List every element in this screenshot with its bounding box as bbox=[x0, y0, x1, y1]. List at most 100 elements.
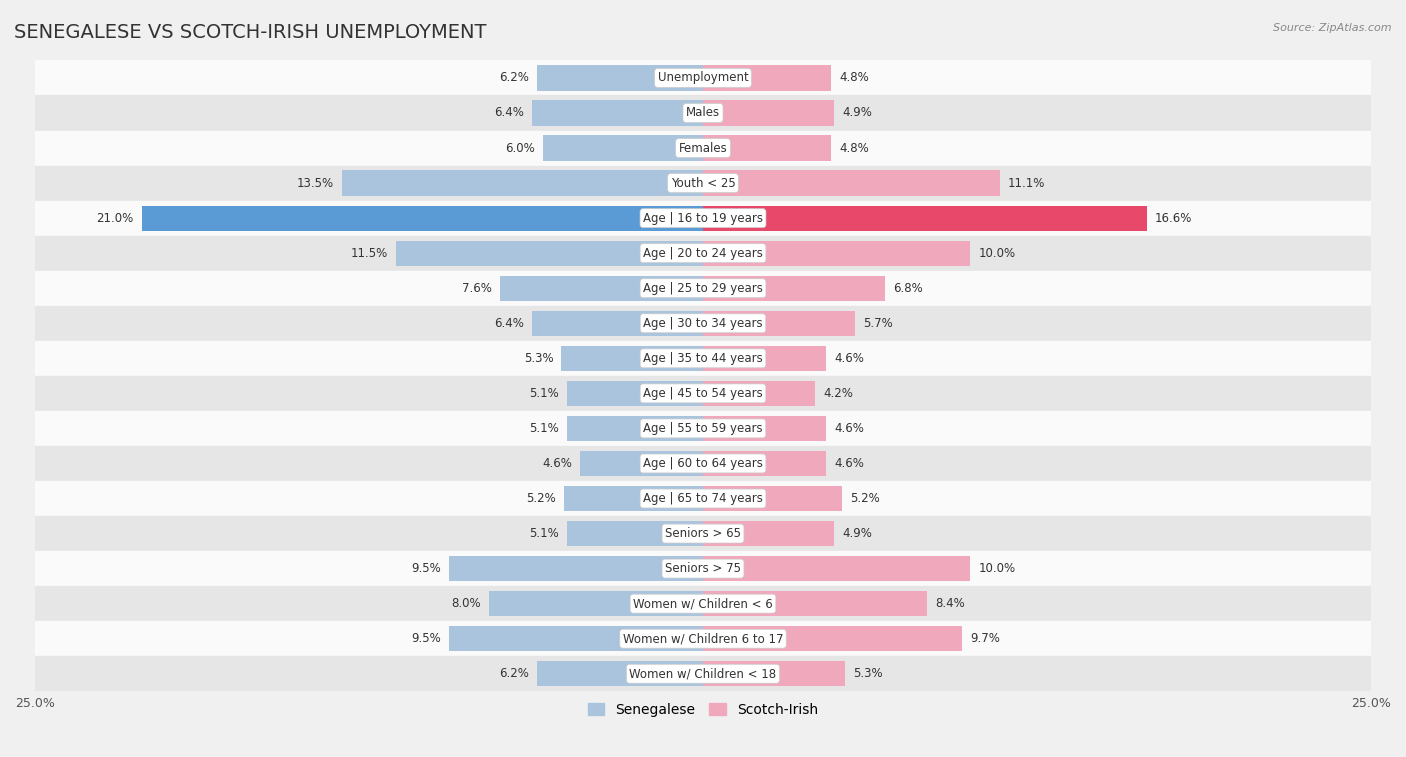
Text: 9.5%: 9.5% bbox=[412, 562, 441, 575]
Bar bbox=[703, 205, 1147, 231]
Text: 5.1%: 5.1% bbox=[529, 387, 558, 400]
Text: Age | 65 to 74 years: Age | 65 to 74 years bbox=[643, 492, 763, 505]
Text: 10.0%: 10.0% bbox=[979, 562, 1015, 575]
Text: 6.4%: 6.4% bbox=[494, 107, 524, 120]
Text: 6.2%: 6.2% bbox=[499, 667, 529, 681]
Bar bbox=[537, 661, 703, 687]
Bar bbox=[561, 346, 703, 371]
Text: 4.6%: 4.6% bbox=[834, 352, 863, 365]
Text: 4.6%: 4.6% bbox=[834, 457, 863, 470]
Bar bbox=[489, 591, 703, 616]
Bar bbox=[449, 626, 703, 651]
Bar bbox=[35, 586, 1371, 621]
Text: Males: Males bbox=[686, 107, 720, 120]
Text: Seniors > 65: Seniors > 65 bbox=[665, 527, 741, 540]
Bar bbox=[35, 341, 1371, 375]
Text: 11.1%: 11.1% bbox=[1008, 176, 1045, 189]
Bar bbox=[35, 130, 1371, 166]
Bar bbox=[35, 481, 1371, 516]
Text: Age | 55 to 59 years: Age | 55 to 59 years bbox=[643, 422, 763, 435]
Bar bbox=[703, 661, 845, 687]
Text: 10.0%: 10.0% bbox=[979, 247, 1015, 260]
Text: 4.9%: 4.9% bbox=[842, 107, 872, 120]
Text: 11.5%: 11.5% bbox=[350, 247, 388, 260]
Bar bbox=[531, 101, 703, 126]
Text: Women w/ Children < 18: Women w/ Children < 18 bbox=[630, 667, 776, 681]
Text: 5.3%: 5.3% bbox=[852, 667, 883, 681]
Bar bbox=[142, 205, 703, 231]
Text: 5.2%: 5.2% bbox=[526, 492, 555, 505]
Text: 5.2%: 5.2% bbox=[851, 492, 880, 505]
Text: 16.6%: 16.6% bbox=[1154, 212, 1192, 225]
Bar bbox=[449, 556, 703, 581]
Text: 5.1%: 5.1% bbox=[529, 527, 558, 540]
Bar bbox=[35, 551, 1371, 586]
Text: 6.8%: 6.8% bbox=[893, 282, 922, 294]
Bar bbox=[703, 556, 970, 581]
Bar bbox=[537, 65, 703, 91]
Bar bbox=[703, 451, 825, 476]
Bar bbox=[567, 521, 703, 546]
Bar bbox=[35, 516, 1371, 551]
Legend: Senegalese, Scotch-Irish: Senegalese, Scotch-Irish bbox=[582, 697, 824, 722]
Bar bbox=[342, 170, 703, 196]
Bar bbox=[35, 166, 1371, 201]
Bar bbox=[703, 65, 831, 91]
Text: Unemployment: Unemployment bbox=[658, 71, 748, 85]
Text: 13.5%: 13.5% bbox=[297, 176, 335, 189]
Text: Age | 25 to 29 years: Age | 25 to 29 years bbox=[643, 282, 763, 294]
Text: Females: Females bbox=[679, 142, 727, 154]
Bar bbox=[35, 61, 1371, 95]
Bar bbox=[567, 381, 703, 406]
Bar bbox=[703, 486, 842, 511]
Bar bbox=[395, 241, 703, 266]
Text: 4.8%: 4.8% bbox=[839, 71, 869, 85]
Bar bbox=[501, 276, 703, 301]
Bar bbox=[564, 486, 703, 511]
Bar bbox=[703, 416, 825, 441]
Text: Women w/ Children 6 to 17: Women w/ Children 6 to 17 bbox=[623, 632, 783, 645]
Bar bbox=[703, 136, 831, 160]
Bar bbox=[703, 170, 1000, 196]
Bar bbox=[581, 451, 703, 476]
Text: 6.0%: 6.0% bbox=[505, 142, 534, 154]
Text: Age | 60 to 64 years: Age | 60 to 64 years bbox=[643, 457, 763, 470]
Text: Source: ZipAtlas.com: Source: ZipAtlas.com bbox=[1274, 23, 1392, 33]
Bar bbox=[567, 416, 703, 441]
Text: 6.4%: 6.4% bbox=[494, 316, 524, 330]
Bar bbox=[35, 375, 1371, 411]
Text: 5.1%: 5.1% bbox=[529, 422, 558, 435]
Bar bbox=[35, 95, 1371, 130]
Text: SENEGALESE VS SCOTCH-IRISH UNEMPLOYMENT: SENEGALESE VS SCOTCH-IRISH UNEMPLOYMENT bbox=[14, 23, 486, 42]
Bar bbox=[703, 101, 834, 126]
Bar bbox=[35, 656, 1371, 691]
Bar bbox=[703, 626, 962, 651]
Text: 5.3%: 5.3% bbox=[523, 352, 554, 365]
Text: 8.0%: 8.0% bbox=[451, 597, 481, 610]
Bar bbox=[531, 310, 703, 336]
Text: 4.9%: 4.9% bbox=[842, 527, 872, 540]
Text: Youth < 25: Youth < 25 bbox=[671, 176, 735, 189]
Text: 6.2%: 6.2% bbox=[499, 71, 529, 85]
Bar bbox=[703, 346, 825, 371]
Bar bbox=[35, 446, 1371, 481]
Bar bbox=[703, 241, 970, 266]
Text: Age | 16 to 19 years: Age | 16 to 19 years bbox=[643, 212, 763, 225]
Bar bbox=[35, 235, 1371, 271]
Bar bbox=[35, 411, 1371, 446]
Text: Age | 30 to 34 years: Age | 30 to 34 years bbox=[643, 316, 763, 330]
Text: 5.7%: 5.7% bbox=[863, 316, 893, 330]
Text: 7.6%: 7.6% bbox=[463, 282, 492, 294]
Text: 4.2%: 4.2% bbox=[824, 387, 853, 400]
Text: Age | 35 to 44 years: Age | 35 to 44 years bbox=[643, 352, 763, 365]
Text: Women w/ Children < 6: Women w/ Children < 6 bbox=[633, 597, 773, 610]
Bar bbox=[35, 306, 1371, 341]
Text: Age | 45 to 54 years: Age | 45 to 54 years bbox=[643, 387, 763, 400]
Bar bbox=[35, 201, 1371, 235]
Bar bbox=[703, 276, 884, 301]
Text: 9.7%: 9.7% bbox=[970, 632, 1000, 645]
Text: Seniors > 75: Seniors > 75 bbox=[665, 562, 741, 575]
Text: Age | 20 to 24 years: Age | 20 to 24 years bbox=[643, 247, 763, 260]
Text: 9.5%: 9.5% bbox=[412, 632, 441, 645]
Bar bbox=[703, 521, 834, 546]
